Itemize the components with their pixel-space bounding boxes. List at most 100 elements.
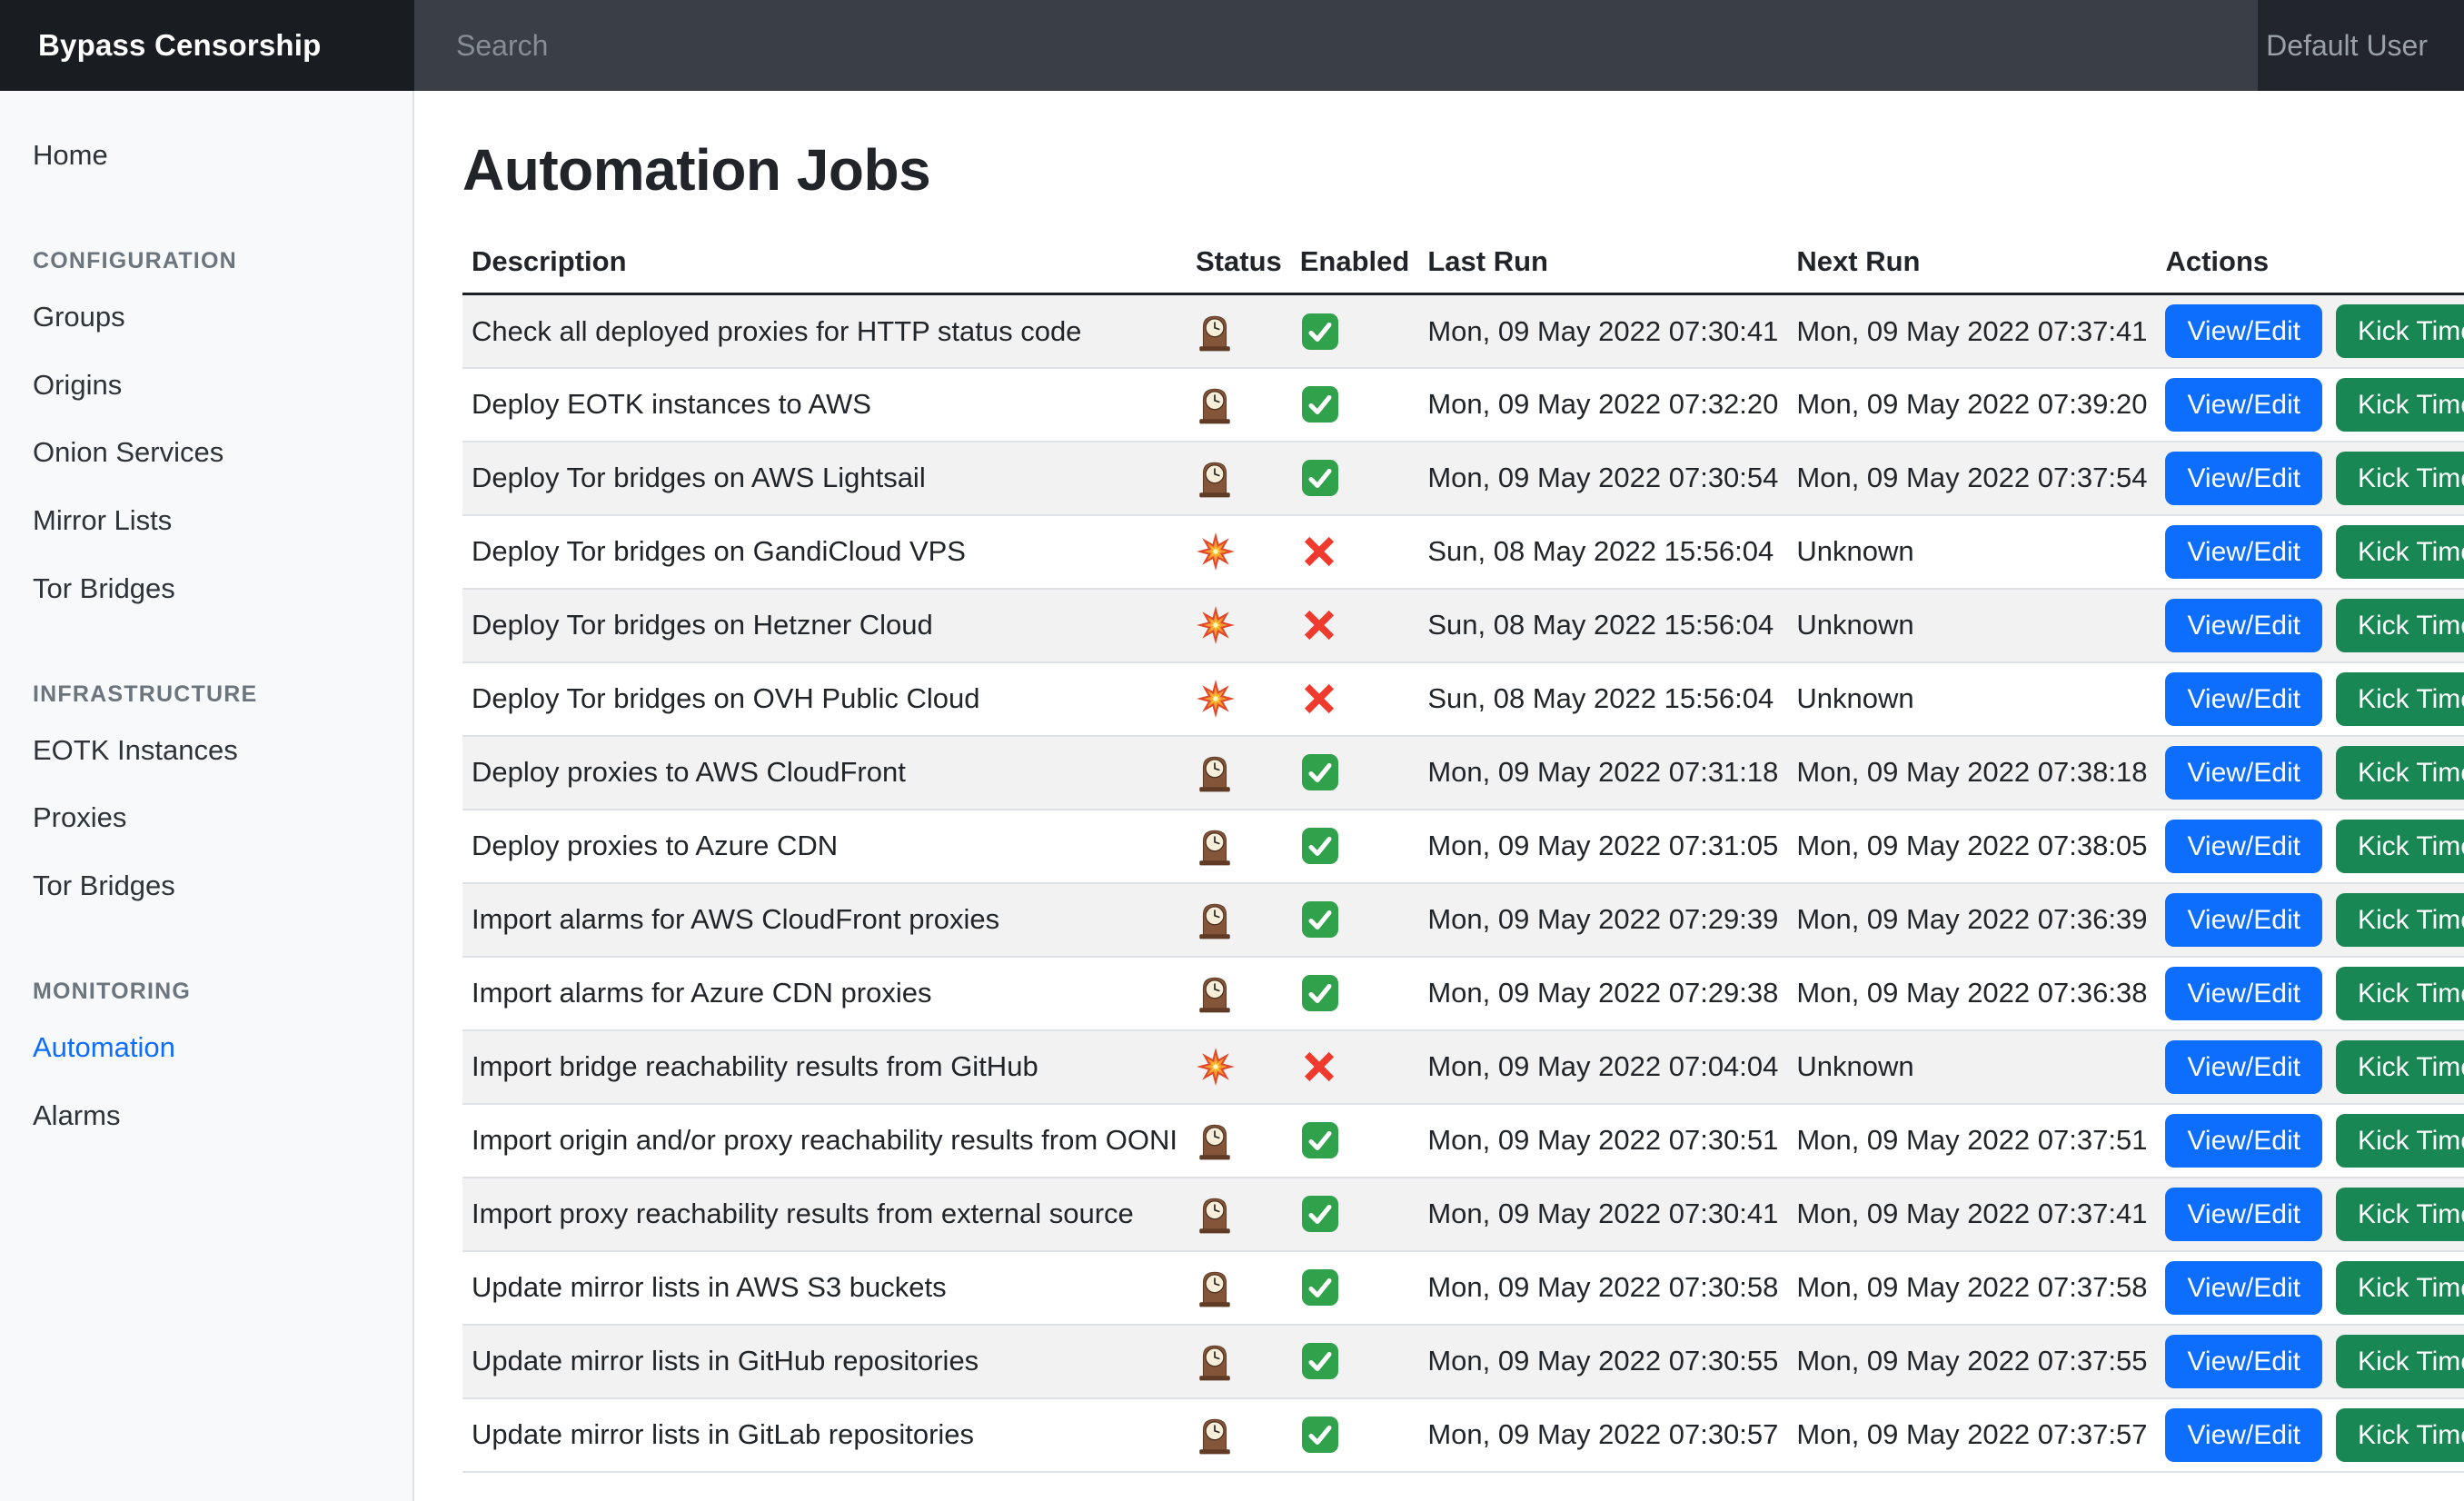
kick-timer-button[interactable]: Kick Timer — [2335, 819, 2464, 873]
job-last-run: Mon, 09 May 2022 07:29:39 — [1427, 903, 1779, 936]
kick-timer-button[interactable]: Kick Timer — [2335, 745, 2464, 800]
mantel-clock-icon — [1196, 457, 1234, 499]
job-description: Update mirror lists in AWS S3 buckets — [472, 1271, 947, 1304]
cross-mark-icon — [1300, 532, 1338, 571]
view-edit-button[interactable]: View/Edit — [2165, 892, 2322, 947]
job-status-cell — [1187, 442, 1291, 515]
view-edit-button[interactable]: View/Edit — [2165, 819, 2322, 873]
sidebar-item-mirror-lists[interactable]: Mirror Lists — [33, 504, 173, 536]
sidebar-item-home[interactable]: Home — [33, 139, 108, 171]
job-enabled-cell — [1291, 1251, 1419, 1325]
sidebar-item-groups[interactable]: Groups — [33, 300, 125, 333]
table-row: Deploy proxies to Azure CDN Mon, 09 May 2… — [462, 810, 2464, 883]
job-description: Import alarms for AWS CloudFront proxies — [472, 903, 1000, 936]
view-edit-button[interactable]: View/Edit — [2165, 304, 2322, 359]
sidebar-item-automation[interactable]: Automation — [33, 1030, 175, 1063]
kick-timer-button[interactable]: Kick Timer — [2335, 1407, 2464, 1462]
view-edit-button[interactable]: View/Edit — [2165, 966, 2322, 1020]
job-description: Import origin and/or proxy reachability … — [472, 1124, 1177, 1157]
sidebar-section-heading-monitoring: MONITORING — [33, 978, 192, 1004]
kick-timer-button[interactable]: Kick Timer — [2335, 1187, 2464, 1241]
view-edit-button[interactable]: View/Edit — [2165, 598, 2322, 652]
job-status-cell — [1187, 294, 1291, 368]
job-enabled-cell — [1291, 1325, 1419, 1398]
table-row: Import origin and/or proxy reachability … — [462, 1104, 2464, 1178]
job-status-cell — [1187, 1251, 1291, 1325]
kick-timer-button[interactable]: Kick Timer — [2335, 671, 2464, 726]
table-row: Update mirror lists in GitLab repositori… — [462, 1398, 2464, 1472]
job-status-cell — [1187, 662, 1291, 736]
job-next-run: Mon, 09 May 2022 07:36:38 — [1796, 977, 2148, 1009]
kick-timer-button[interactable]: Kick Timer — [2335, 1334, 2464, 1388]
view-edit-button[interactable]: View/Edit — [2165, 451, 2322, 505]
kick-timer-button[interactable]: Kick Timer — [2335, 1113, 2464, 1168]
kick-timer-button[interactable]: Kick Timer — [2335, 524, 2464, 579]
sidebar-section-heading-configuration: CONFIGURATION — [33, 247, 237, 273]
sidebar-item-tor-bridges[interactable]: Tor Bridges — [33, 572, 175, 604]
job-enabled-cell — [1291, 1398, 1419, 1472]
cross-mark-icon — [1300, 606, 1338, 644]
job-last-run: Sun, 08 May 2022 15:56:04 — [1427, 609, 1774, 641]
table-row: Update mirror lists in AWS S3 buckets Mon… — [462, 1251, 2464, 1325]
kick-timer-button[interactable]: Kick Timer — [2335, 1260, 2464, 1315]
search-input[interactable] — [454, 27, 2078, 64]
view-edit-button[interactable]: View/Edit — [2165, 1260, 2322, 1315]
check-mark-icon — [1300, 973, 1340, 1013]
col-header-last-run: Last Run — [1418, 234, 1788, 296]
mantel-clock-icon — [1196, 311, 1234, 353]
view-edit-button[interactable]: View/Edit — [2165, 1039, 2322, 1094]
job-next-run: Mon, 09 May 2022 07:37:58 — [1796, 1271, 2148, 1304]
check-mark-icon — [1300, 1120, 1340, 1160]
sidebar-item-onion-services[interactable]: Onion Services — [33, 436, 224, 469]
job-enabled-cell — [1291, 1178, 1419, 1251]
job-next-run: Mon, 09 May 2022 07:37:51 — [1796, 1124, 2148, 1157]
job-enabled-cell — [1291, 662, 1419, 736]
navbar-search-area — [414, 0, 2258, 91]
sidebar-item-proxies[interactable]: Proxies — [33, 801, 127, 834]
col-header-enabled: Enabled — [1290, 234, 1419, 296]
sidebar-item-tor-bridges[interactable]: Tor Bridges — [33, 870, 175, 901]
kick-timer-button[interactable]: Kick Timer — [2335, 598, 2464, 652]
job-description: Deploy EOTK instances to AWS — [472, 388, 871, 421]
kick-timer-button[interactable]: Kick Timer — [2335, 451, 2464, 505]
job-enabled-cell — [1291, 1030, 1419, 1104]
view-edit-button[interactable]: View/Edit — [2165, 377, 2322, 432]
job-next-run: Unknown — [1796, 1050, 1914, 1083]
job-last-run: Mon, 09 May 2022 07:30:54 — [1427, 462, 1779, 494]
kick-timer-button[interactable]: Kick Timer — [2335, 377, 2464, 432]
job-status-cell — [1187, 736, 1291, 810]
mantel-clock-icon — [1196, 1267, 1234, 1308]
mantel-clock-icon — [1196, 972, 1234, 1014]
kick-timer-button[interactable]: Kick Timer — [2335, 892, 2464, 947]
page-title: Automation Jobs — [462, 137, 931, 203]
user-menu[interactable]: Default User — [2258, 0, 2464, 91]
table-header-row: Description Status Enabled Last Run Next… — [462, 234, 2464, 296]
kick-timer-button[interactable]: Kick Timer — [2335, 304, 2464, 359]
sidebar-item-alarms[interactable]: Alarms — [33, 1098, 121, 1131]
mantel-clock-icon — [1196, 1119, 1234, 1161]
view-edit-button[interactable]: View/Edit — [2165, 1334, 2322, 1388]
view-edit-button[interactable]: View/Edit — [2165, 671, 2322, 726]
col-header-actions: Actions — [2156, 234, 2464, 296]
kick-timer-button[interactable]: Kick Timer — [2335, 1039, 2464, 1094]
job-next-run: Unknown — [1796, 535, 1914, 568]
view-edit-button[interactable]: View/Edit — [2165, 1187, 2322, 1241]
col-header-description: Description — [462, 234, 1187, 296]
sidebar-item-origins[interactable]: Origins — [33, 368, 123, 401]
view-edit-button[interactable]: View/Edit — [2165, 524, 2322, 579]
view-edit-button[interactable]: View/Edit — [2165, 1407, 2322, 1462]
job-enabled-cell — [1291, 589, 1419, 662]
job-enabled-cell — [1291, 883, 1419, 957]
table-row: Update mirror lists in GitHub repositori… — [462, 1324, 2464, 1398]
sidebar-item-eotk-instances[interactable]: EOTK Instances — [33, 733, 238, 766]
kick-timer-button[interactable]: Kick Timer — [2335, 966, 2464, 1020]
mantel-clock-icon — [1196, 1193, 1234, 1235]
view-edit-button[interactable]: View/Edit — [2165, 1113, 2322, 1168]
brand-link[interactable]: Bypass Censorship — [0, 0, 414, 91]
view-edit-button[interactable]: View/Edit — [2165, 745, 2322, 800]
job-last-run: Mon, 09 May 2022 07:30:41 — [1427, 1198, 1779, 1230]
